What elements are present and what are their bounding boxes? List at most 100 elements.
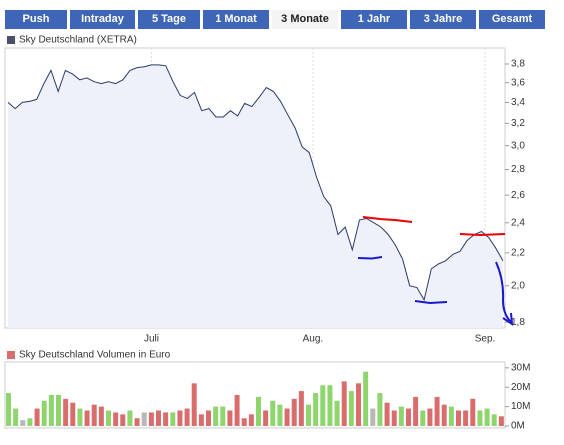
y-tick-label: 2,2	[511, 247, 525, 258]
volume-bar	[27, 418, 33, 426]
volume-bar	[156, 410, 161, 426]
drawn-line	[459, 233, 506, 237]
volume-bar	[313, 393, 319, 426]
volume-bar	[398, 406, 404, 426]
volume-bar	[163, 412, 169, 426]
volume-bar	[327, 385, 333, 426]
volume-bar	[341, 381, 347, 426]
tab[interactable]: Intraday	[70, 10, 135, 29]
volume-bar	[248, 414, 254, 426]
volume-bar	[184, 408, 190, 426]
volume-bar	[41, 400, 47, 426]
tab[interactable]: 1 Monat	[203, 10, 269, 29]
volume-bar	[477, 410, 483, 426]
volume-bar	[277, 404, 283, 426]
y-tick-label: 2,6	[511, 190, 525, 201]
drawn-line	[414, 300, 448, 305]
tab[interactable]: Push	[5, 10, 67, 29]
volume-bar	[263, 410, 269, 426]
volume-bar	[298, 391, 304, 426]
area	[8, 64, 503, 329]
y-tick-label: 10M	[511, 401, 530, 412]
volume-bar	[434, 396, 440, 426]
volume-bar	[106, 410, 111, 426]
tab[interactable]: 5 Tage	[138, 10, 200, 29]
y-tick-label: 2,4	[511, 217, 525, 228]
volume-bar	[191, 383, 197, 426]
volume-chart: 0M 10M 20M 30M	[6, 362, 530, 432]
y-tick-label: 3,2	[511, 118, 525, 129]
volume-bar	[498, 416, 504, 426]
volume-bar	[270, 400, 276, 426]
drawn-arrow	[495, 261, 514, 326]
volume-bar	[463, 410, 469, 426]
x-tick-label: Sep.	[475, 334, 496, 345]
drawn-line	[357, 256, 383, 260]
tab[interactable]: 3 Jahre	[410, 10, 476, 29]
volume-bar	[56, 394, 61, 426]
volume-bar	[170, 412, 176, 426]
y-tick-label: 1,8	[511, 317, 525, 328]
chart-title: Sky Deutschland (XETRA)	[19, 35, 137, 46]
volume-bar	[413, 396, 419, 426]
y-tick-label: 0M	[511, 421, 525, 432]
y-tick-label: 2,8	[511, 164, 525, 175]
volume-bar	[120, 414, 126, 426]
drawn-line	[362, 216, 413, 223]
volume-bar	[306, 404, 311, 426]
volume-bar	[348, 391, 354, 426]
y-tick-label: 3,0	[511, 140, 525, 151]
volume-bar	[256, 396, 261, 426]
volume-bar	[406, 408, 411, 426]
volume-bar	[213, 406, 219, 426]
volume-bar	[448, 406, 454, 426]
volume-bar	[391, 410, 397, 426]
volume-bar	[113, 412, 119, 426]
volume-bar	[377, 393, 383, 426]
volume-bar	[70, 402, 76, 426]
legend-swatch	[7, 351, 15, 359]
price-line	[7, 64, 504, 302]
volume-bar	[470, 398, 476, 426]
volume-bar	[491, 414, 497, 426]
y-tick-label: 3,6	[511, 77, 525, 88]
chart-title: Sky Deutschland Volumen in Euro	[19, 350, 171, 361]
tab[interactable]: Gesamt	[479, 10, 545, 29]
volume-bar	[456, 410, 461, 426]
volume-bar	[356, 383, 361, 426]
volume-bar	[370, 408, 376, 426]
volume-bar	[284, 408, 290, 426]
volume-bar	[198, 414, 204, 426]
volume-bar	[334, 400, 340, 426]
volume-bar	[420, 410, 426, 426]
y-tick-label: 3,8	[511, 59, 525, 70]
y-tick-label: 2,0	[511, 280, 525, 291]
volume-bar	[363, 371, 369, 426]
volume-bar	[34, 408, 40, 426]
volume-bar	[227, 410, 233, 426]
tab-active[interactable]: 3 Monate	[272, 10, 338, 29]
volume-bar	[206, 410, 211, 426]
volume-bar	[291, 398, 297, 426]
volume-bar	[91, 404, 97, 426]
volume-bar	[320, 385, 326, 426]
volume-bar	[84, 410, 90, 426]
volume-bar	[484, 408, 490, 426]
volume-bar	[13, 408, 19, 426]
price-chart: 1,8 2,0 2,2 2,4 2,6 2,8 3,0 3,2 3,4 3,6 3,8 Juli Aug…	[7, 48, 525, 345]
volume-bar	[98, 406, 104, 426]
x-tick-label: Aug.	[303, 334, 324, 345]
volume-bar	[148, 412, 154, 426]
x-tick-label: Juli	[144, 334, 159, 345]
volume-bar	[48, 394, 54, 426]
volume-bar	[177, 410, 183, 426]
volume-bar	[220, 406, 226, 426]
legend-swatch	[7, 36, 15, 44]
tab[interactable]: 1 Jahr	[341, 10, 407, 29]
tab-bar: Push Intraday 5 Tage 1 Monat 3 Monate 1 …	[5, 10, 545, 29]
volume-bar	[241, 418, 247, 426]
volume-bar	[441, 404, 447, 426]
volume-bar	[134, 418, 140, 426]
